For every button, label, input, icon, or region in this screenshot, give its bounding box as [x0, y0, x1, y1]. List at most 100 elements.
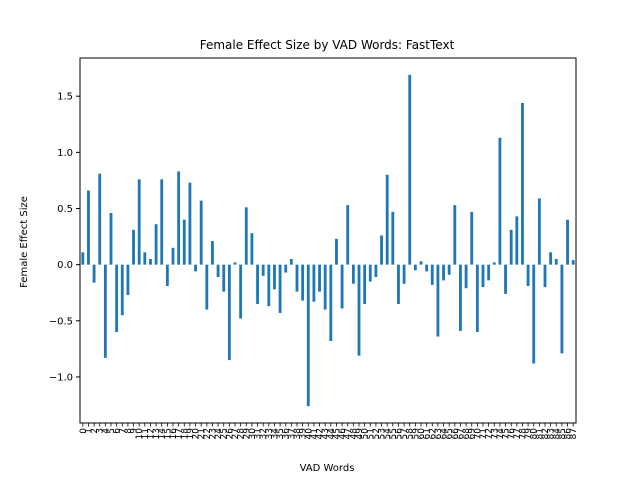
bar-54 — [385, 174, 389, 265]
x-tick-label: 47 — [344, 428, 354, 439]
bar-61 — [425, 264, 429, 272]
x-tick-label: 74 — [496, 428, 506, 440]
bar-67 — [459, 264, 462, 331]
bar-72 — [487, 264, 491, 281]
x-tick-label: 45 — [332, 428, 342, 439]
bars-group — [81, 74, 575, 407]
x-tick-label: 19 — [186, 428, 196, 440]
x-tick-label: 53 — [378, 428, 388, 439]
x-tick-label: 58 — [406, 428, 416, 440]
x-tick-label: 22 — [203, 428, 213, 439]
bar-85 — [560, 264, 564, 354]
x-tick-label: 30 — [248, 428, 258, 440]
x-tick-label: 18 — [180, 428, 190, 440]
bar-16 — [171, 247, 175, 265]
bar-39 — [301, 264, 305, 301]
x-tick-label: 14 — [158, 428, 168, 440]
bar-46 — [340, 264, 344, 309]
x-tick-label: 16 — [169, 428, 179, 440]
x-tick-label: 6 — [113, 428, 123, 434]
x-tick-label: 68 — [462, 428, 472, 440]
x-tick-label: 39 — [299, 428, 309, 440]
bar-69 — [470, 211, 474, 265]
x-tick-label: 38 — [293, 428, 303, 440]
bar-62 — [430, 264, 434, 285]
x-tick-label: 10 — [135, 428, 145, 440]
bar-48 — [351, 264, 355, 284]
bar-76 — [509, 229, 513, 265]
x-axis-label: VAD Words — [300, 463, 355, 474]
x-tick-label: 56 — [394, 428, 404, 440]
x-tick-label: 55 — [389, 428, 399, 439]
x-tick-label: 73 — [490, 428, 500, 439]
bar-53 — [380, 235, 383, 265]
x-tick-label: 3 — [96, 428, 106, 434]
bar-37 — [289, 259, 293, 265]
bar-11 — [143, 252, 147, 265]
plot-frame — [79, 57, 577, 424]
x-tick-label: 40 — [304, 428, 314, 440]
bar-10 — [137, 179, 141, 265]
x-tick-label: 71 — [479, 428, 489, 439]
bar-15 — [165, 264, 169, 286]
bar-49 — [357, 264, 361, 356]
bar-6 — [115, 264, 119, 333]
x-tick-label: 83 — [547, 428, 557, 439]
x-tick-label: 86 — [564, 428, 574, 440]
x-tick-label: 34 — [270, 428, 280, 440]
bar-4 — [103, 264, 107, 358]
bar-0 — [81, 252, 85, 265]
bar-83 — [549, 252, 553, 265]
y-tick-label: 0.0 — [57, 260, 73, 271]
x-tick-label: 81 — [535, 428, 545, 439]
bar-35 — [278, 264, 282, 313]
y-tick-label: 1.5 — [57, 92, 73, 103]
x-tick-label: 7 — [118, 428, 128, 434]
x-tick-label: 20 — [192, 428, 202, 440]
x-tick-label: 42 — [316, 428, 326, 439]
x-tick-label: 37 — [287, 428, 297, 439]
bar-47 — [346, 205, 350, 265]
bar-18 — [182, 219, 186, 265]
x-tick-label: 60 — [417, 428, 427, 440]
bar-51 — [368, 264, 372, 282]
bar-41 — [312, 264, 316, 302]
x-tick-label: 48 — [349, 428, 359, 440]
y-axis-ticks: −1.0 −0.5 0.0 0.5 1.0 1.5 — [49, 92, 80, 383]
bar-58 — [408, 74, 412, 265]
x-tick-label: 51 — [366, 428, 376, 439]
x-tick-label: 78 — [518, 428, 528, 440]
bar-79 — [526, 264, 530, 286]
bar-75 — [504, 264, 507, 294]
x-tick-label: 87 — [569, 428, 579, 439]
bar-55 — [391, 211, 395, 265]
x-tick-label: 9 — [130, 428, 140, 434]
bar-28 — [239, 264, 243, 319]
bar-86 — [566, 219, 569, 265]
x-tick-label: 72 — [485, 428, 495, 439]
x-tick-label: 61 — [423, 428, 433, 439]
x-tick-label: 70 — [473, 428, 483, 440]
bar-66 — [453, 205, 457, 265]
bar-74 — [498, 137, 502, 265]
bar-33 — [267, 264, 271, 307]
x-tick-label: 44 — [327, 428, 337, 440]
bar-36 — [284, 264, 288, 273]
bar-7 — [120, 264, 124, 316]
bar-80 — [532, 264, 536, 364]
x-tick-label: 41 — [310, 428, 320, 439]
bar-27 — [233, 262, 237, 265]
bar-56 — [397, 264, 400, 304]
x-tick-label: 85 — [558, 428, 568, 439]
x-tick-label: 80 — [530, 428, 540, 440]
bar-1 — [87, 190, 90, 265]
y-tick-label: −0.5 — [49, 316, 73, 327]
x-tick-label: 5 — [107, 428, 117, 434]
x-tick-label: 11 — [141, 428, 151, 439]
x-tick-label: 35 — [276, 428, 286, 439]
bar-31 — [256, 264, 259, 304]
bar-59 — [413, 264, 417, 271]
x-tick-label: 24 — [214, 428, 224, 440]
x-tick-label: 31 — [254, 428, 264, 439]
x-tick-label: 46 — [338, 428, 348, 440]
